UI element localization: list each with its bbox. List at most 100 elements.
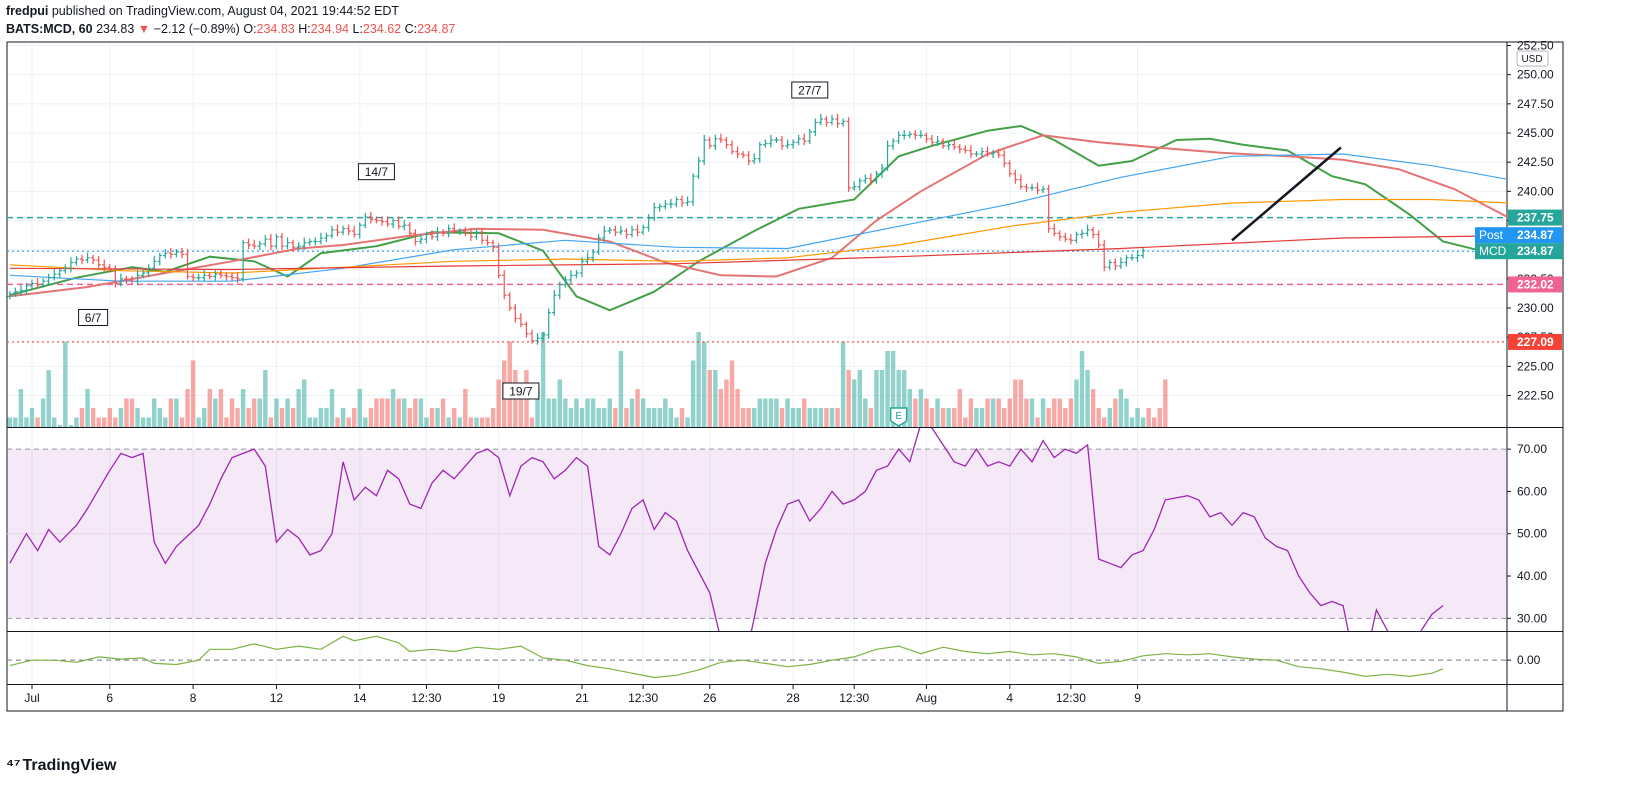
- ohlc-bar: [502, 270, 507, 300]
- time-tick-label: 12:30: [411, 691, 441, 705]
- ohlc-bar: [290, 239, 296, 252]
- volume-bar: [763, 398, 768, 427]
- ohlc-bar: [102, 259, 107, 272]
- ohlc-bar: [302, 237, 307, 251]
- ohlc-bar: [718, 133, 724, 143]
- ohlc-bar: [996, 148, 1001, 159]
- price-tick-label: 225.00: [1517, 359, 1554, 373]
- price-tick-label: 242.50: [1517, 155, 1554, 169]
- ohlc-bar: [40, 278, 46, 288]
- volume-bar: [757, 398, 762, 427]
- time-tick-label: 6: [106, 691, 113, 705]
- price-series: [7, 113, 1146, 345]
- ohlc-bar: [296, 242, 301, 251]
- ohlc-bar: [1102, 239, 1107, 272]
- publisher-name[interactable]: fredpui: [6, 4, 49, 18]
- volume-bar: [296, 389, 301, 427]
- volume-bar: [546, 398, 551, 427]
- volume-bar: [307, 417, 312, 427]
- ohlc-bar: [90, 254, 96, 265]
- volume-bar: [829, 408, 835, 427]
- rsi-pane: 70.00 60.00 50.00 40.00 30.00: [7, 428, 1547, 631]
- volume-bar: [935, 398, 940, 427]
- last-price-value: 234.87: [1517, 228, 1554, 242]
- volume-bar: [407, 408, 412, 427]
- volume-bar: [1152, 417, 1157, 427]
- ohlc-bar: [1063, 232, 1068, 243]
- volume-bar: [435, 408, 440, 427]
- volume-bar: [818, 408, 824, 427]
- ohlc-bar: [657, 203, 662, 212]
- ohlc-bar: [852, 181, 857, 191]
- ohlc-bar: [363, 212, 368, 229]
- volume-bar: [690, 360, 696, 427]
- volume-bar: [457, 417, 462, 427]
- symbol-label[interactable]: BATS:MCD, 60: [6, 22, 93, 36]
- tradingview-footer[interactable]: ⁴⁷ TradingView: [6, 757, 116, 775]
- volume-bar: [913, 398, 918, 427]
- ohlc-bar: [1079, 229, 1085, 239]
- ohlc-bar: [768, 134, 774, 148]
- ohlc-bar: [763, 139, 768, 148]
- level-axis-label: 227.09: [1508, 333, 1562, 350]
- ohlc-bar: [1052, 223, 1057, 237]
- close-value: 234.87: [417, 22, 456, 36]
- volume-bar: [840, 341, 846, 427]
- time-tick-label: 4: [1006, 691, 1013, 705]
- high-value: 234.94: [310, 22, 349, 36]
- volume-bar: [202, 408, 207, 427]
- volume-bar: [679, 408, 685, 427]
- ohlc-bar: [85, 252, 90, 264]
- ohlc-bar: [624, 228, 629, 239]
- volume-bar: [490, 408, 496, 427]
- ohlc-bar: [890, 138, 896, 150]
- volume-bar: [440, 398, 446, 427]
- ohlc-bar: [1057, 230, 1062, 241]
- ohlc-bar: [374, 216, 379, 224]
- volume-bar: [152, 398, 157, 427]
- ohlc-bar: [1135, 250, 1140, 262]
- volume-bar: [313, 417, 318, 427]
- ohlc-bar: [1124, 254, 1129, 267]
- ohlc-bar: [57, 267, 62, 279]
- volume-bar: [774, 398, 779, 427]
- volume-bar: [596, 408, 601, 427]
- volume-bar: [940, 408, 946, 427]
- price-tick-label: 250.00: [1517, 68, 1554, 82]
- ohlc-bar: [652, 202, 657, 222]
- ohlc-bar: [618, 225, 624, 236]
- volume-bar: [257, 398, 262, 427]
- ohlc-bar: [379, 216, 385, 226]
- volume-bar: [568, 408, 574, 427]
- ohlc-bar: [340, 225, 346, 236]
- volume-bar: [657, 408, 662, 427]
- volume-bar: [190, 360, 196, 427]
- time-tick-label: 19: [492, 691, 506, 705]
- time-tick-label: 26: [703, 691, 717, 705]
- ohlc-bar: [463, 226, 468, 237]
- volume-bar: [585, 398, 590, 427]
- volume-bar: [79, 408, 85, 427]
- volume-bar: [374, 398, 379, 427]
- volume-bar: [918, 389, 924, 427]
- volume-bar: [290, 408, 296, 427]
- moving-averages: [9, 124, 1507, 312]
- volume-bar: [1068, 398, 1074, 427]
- ohlc-bar: [240, 239, 246, 282]
- ohlc-bar: [1024, 183, 1029, 192]
- ohlc-bar: [1113, 258, 1118, 271]
- ohlc-bar: [1068, 233, 1074, 245]
- volume-bar: [63, 341, 68, 427]
- volume-bar: [790, 408, 796, 427]
- rsi-tick-label: 30.00: [1517, 611, 1547, 625]
- annotation-text: 6/7: [85, 311, 102, 325]
- ohlc-bar: [685, 196, 690, 206]
- volume-bar: [868, 408, 874, 427]
- volume-bar: [890, 351, 896, 427]
- ohlc-bar: [185, 249, 190, 280]
- volume-bar: [224, 417, 229, 427]
- published-text: published on TradingView.com, August 04,…: [51, 4, 400, 18]
- ohlc-bar: [257, 240, 262, 251]
- volume-bar: [118, 408, 124, 427]
